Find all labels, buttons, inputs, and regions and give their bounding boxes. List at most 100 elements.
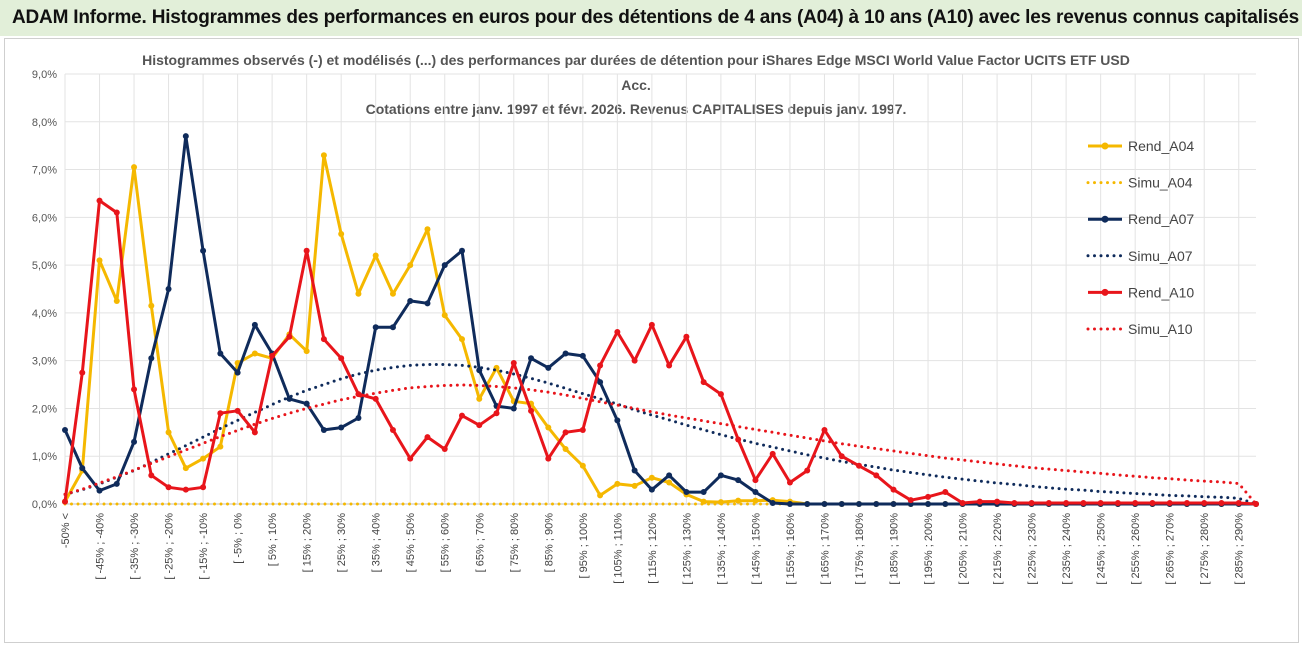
y-tick-label: 0,0% xyxy=(32,499,57,511)
rend-a10-point xyxy=(113,209,120,216)
rend-a10-point xyxy=(735,436,742,443)
rend-a04-point xyxy=(631,482,638,489)
grid xyxy=(64,73,1256,505)
rend-a04-point xyxy=(182,465,189,472)
rend-a10-point xyxy=(579,426,586,433)
rend-a10-point xyxy=(856,462,862,469)
legend-label: Rend_A10 xyxy=(1128,284,1194,300)
rend-a07-point xyxy=(165,286,172,292)
rend-a04-point xyxy=(165,429,172,436)
rend-a10-point xyxy=(700,379,707,386)
y-tick-label: 5,0% xyxy=(32,260,57,272)
rend-a07-point xyxy=(131,438,138,445)
rend-a10-point xyxy=(528,407,535,414)
x-tick-label: [ 145% ; 150% xyxy=(750,513,762,585)
rend-a10-point xyxy=(424,434,431,441)
rend-a10-point xyxy=(269,352,276,359)
legend-marker xyxy=(1101,142,1109,150)
legend-item: Simu_A07 xyxy=(1086,248,1193,264)
legend-item: Rend_A07 xyxy=(1088,211,1194,227)
rend-a07-point xyxy=(804,501,811,507)
rend-a07-point xyxy=(769,500,776,507)
rend-a07-point xyxy=(562,350,569,357)
legend-item: Simu_A04 xyxy=(1086,175,1193,191)
rend-a07-point xyxy=(856,501,862,507)
rend-a07-point xyxy=(355,415,362,421)
rend-a10-point xyxy=(389,426,396,433)
rend-a10-point xyxy=(459,412,465,419)
x-tick-label: -50% < xyxy=(60,513,72,548)
rend-a10-point xyxy=(1132,500,1139,507)
series-group xyxy=(62,133,1259,507)
rend-a10-point xyxy=(372,395,379,402)
series-simu-a10 xyxy=(63,383,1258,506)
rend-a07-point xyxy=(925,501,932,507)
rend-a07-point xyxy=(683,489,690,496)
rend-a10-point xyxy=(683,333,690,340)
rend-a07-point xyxy=(96,487,103,494)
x-tick-label: [ 115% ; 120% xyxy=(647,513,659,584)
legend-label: Simu_A04 xyxy=(1128,175,1193,191)
x-tick-label: [ 95% ; 100% xyxy=(578,513,590,579)
x-tick-label: [ 85% ; 90% xyxy=(543,513,555,573)
rend-a07-point xyxy=(735,477,742,484)
rend-a07-point xyxy=(890,501,897,507)
y-tick-label: 8,0% xyxy=(32,117,57,129)
rend-a07-point xyxy=(510,405,517,412)
legend-marker xyxy=(1101,215,1109,223)
rend-a04-point xyxy=(459,336,465,343)
rend-a07-point xyxy=(717,472,724,479)
rend-a07-point xyxy=(752,489,759,496)
rend-a10-point xyxy=(79,369,86,376)
y-tick-label: 3,0% xyxy=(32,356,57,368)
rend-a07-line xyxy=(63,134,1256,506)
rend-a07-point xyxy=(579,352,586,359)
y-tick-label: 1,0% xyxy=(32,451,57,463)
series-rend-a04 xyxy=(62,152,1259,507)
x-tick-label: [ 245% ; 250% xyxy=(1096,513,1108,585)
chart-title-line-3: Cotations entre janv. 1997 et févr. 2026… xyxy=(366,101,907,117)
rend-a10-point xyxy=(1201,500,1208,507)
x-tick-label: [ 55% ; 60% xyxy=(440,513,452,573)
rend-a10-point xyxy=(251,429,258,436)
rend-a10-point xyxy=(597,362,604,369)
rend-a07-point xyxy=(545,364,552,371)
rend-a10-point xyxy=(286,333,293,340)
x-tick-label: [ 275% ; 280% xyxy=(1199,513,1211,585)
rend-a07-point xyxy=(113,480,120,487)
legend: Rend_A04 Simu_A04 Rend_A07 Simu_A07 Rend_A10… xyxy=(1086,138,1194,337)
rend-a04-point xyxy=(597,492,604,499)
x-tick-label: [ 155% ; 160% xyxy=(785,513,797,585)
rend-a04-point xyxy=(113,297,120,304)
x-tick-label: [ 165% ; 170% xyxy=(819,513,831,585)
x-tick-label: [ 25% ; 30% xyxy=(336,513,348,573)
rend-a10-point xyxy=(407,455,414,462)
rend-a04-line xyxy=(63,153,1256,506)
y-axis: 0,0% 1,0% 2,0% 3,0% 4,0% 5,0% 6,0% 7,0% 8,0% 9,0% xyxy=(32,69,57,511)
chart-title-line-2: Acc. xyxy=(621,77,651,93)
x-tick-label: [ 105% ; 110% xyxy=(612,513,624,584)
rend-a07-point xyxy=(251,321,258,328)
x-tick-label: [ 175% ; 180% xyxy=(854,513,866,585)
rend-a10-point xyxy=(493,410,500,417)
x-tick-label: [ 195% ; 200% xyxy=(923,513,935,585)
rend-a07-point xyxy=(838,501,845,507)
rend-a10-point xyxy=(873,472,880,479)
rend-a07-point xyxy=(631,467,638,474)
rend-a07-point xyxy=(614,417,621,424)
rend-a10-point xyxy=(666,362,673,369)
rend-a07-point xyxy=(148,355,155,362)
rend-a10-point xyxy=(1235,500,1242,507)
rend-a04-point xyxy=(148,302,155,309)
x-tick-label: [ 215% ; 220% xyxy=(992,513,1004,585)
x-tick-label: [ 205% ; 210% xyxy=(958,513,970,585)
rend-a10-point xyxy=(959,500,966,507)
legend-label: Simu_A07 xyxy=(1128,248,1193,264)
series-rend-a10 xyxy=(62,197,1259,507)
x-tick-label: [ 285% ; 290% xyxy=(1234,513,1246,585)
rend-a07-point xyxy=(424,300,431,307)
x-tick-label: [ -45% ; -40% xyxy=(95,513,107,580)
rend-a04-point xyxy=(562,446,569,453)
x-tick-label: [ 185% ; 190% xyxy=(889,513,901,585)
rend-a04-point xyxy=(320,152,327,159)
